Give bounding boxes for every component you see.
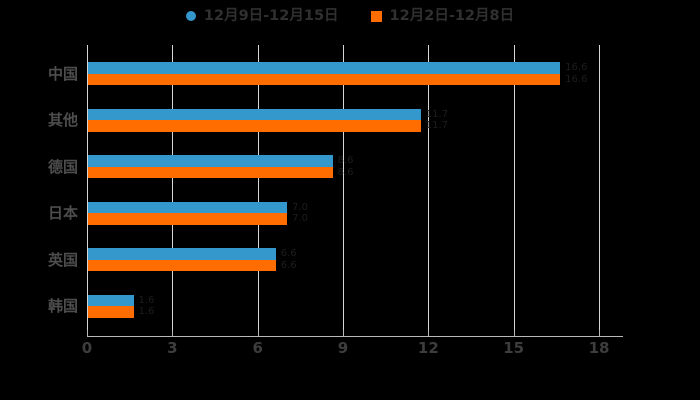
x-tick-label-3: 3	[167, 339, 178, 357]
gridline-18	[599, 45, 600, 330]
legend: 12月9日-12月15日 12月2日-12月8日	[0, 5, 700, 27]
bar-series0-row1[interactable]	[88, 108, 421, 120]
legend-square-marker-icon	[370, 10, 382, 22]
bar-series1-row1[interactable]	[88, 120, 421, 132]
y-axis-label-1: 其他	[47, 111, 78, 129]
data-label-series1-row2: 8.6	[337, 166, 354, 178]
bar-series1-row3[interactable]	[88, 213, 288, 225]
bar-series0-row2[interactable]	[88, 155, 333, 167]
bar-series0-row5[interactable]	[88, 294, 134, 306]
x-axis-tick-12	[428, 330, 430, 337]
x-tick-label-0: 0	[81, 339, 93, 357]
legend-item-dec9-dec15[interactable]: 12月9日-12月15日	[185, 5, 339, 27]
x-axis-tick-18	[599, 330, 600, 337]
data-label-series0-row0: 16.6	[565, 62, 588, 73]
gridline-9	[343, 45, 344, 330]
bar-series0-row4[interactable]	[88, 248, 276, 260]
y-axis-label-2: 德国	[47, 157, 78, 176]
y-axis-label-0: 中国	[47, 64, 78, 83]
data-label-series1-row4: 6.6	[280, 259, 297, 271]
bar-series1-row2[interactable]	[88, 166, 333, 178]
bar-series0-row0[interactable]	[88, 62, 561, 74]
y-axis-label-3: 日本	[47, 204, 78, 222]
data-label-series0-row4: 6.6	[280, 248, 297, 259]
legend-item-dec2-dec8[interactable]: 12月2日-12月8日	[370, 5, 515, 27]
gridline-0	[87, 45, 88, 330]
gridline-12	[428, 45, 430, 330]
data-label-series1-row5: 1.6	[138, 306, 155, 317]
x-axis-tick-15	[513, 330, 515, 337]
gridline-3	[172, 45, 174, 330]
legend-label: 12月9日-12月15日	[203, 8, 339, 24]
data-label-series0-row1: 11.7	[425, 108, 449, 120]
bar-series1-row4[interactable]	[88, 259, 276, 271]
legend-label: 12月2日-12月8日	[389, 8, 515, 24]
x-axis-line	[87, 336, 623, 337]
gridline-15	[513, 45, 515, 330]
x-tick-label-6: 6	[252, 339, 263, 357]
data-label-series0-row2: 8.6	[337, 155, 354, 166]
x-axis-tick-9	[343, 330, 344, 337]
x-tick-label-9: 9	[337, 339, 349, 357]
x-tick-label-15: 15	[503, 339, 525, 357]
data-label-series0-row5: 1.6	[138, 294, 155, 306]
bar-series1-row5[interactable]	[88, 306, 134, 318]
x-tick-label-12: 12	[417, 339, 439, 357]
data-label-series0-row3: 7.0	[292, 201, 309, 213]
y-axis-label-4: 英国	[47, 250, 78, 269]
legend-circle-marker-icon	[185, 11, 196, 21]
x-axis-tick-6	[257, 330, 259, 337]
gridline-6	[257, 45, 259, 330]
y-axis-label-5: 韩国	[47, 297, 78, 315]
x-axis-tick-3	[172, 330, 174, 337]
x-tick-label-18: 18	[588, 339, 610, 357]
x-axis-tick-0	[87, 330, 88, 337]
bar-series0-row3[interactable]	[88, 201, 288, 213]
data-label-series1-row1: 11.7	[425, 120, 449, 131]
data-label-series1-row3: 7.0	[292, 213, 309, 224]
bar-series1-row0[interactable]	[88, 73, 561, 85]
data-label-series1-row0: 16.6	[565, 73, 588, 85]
